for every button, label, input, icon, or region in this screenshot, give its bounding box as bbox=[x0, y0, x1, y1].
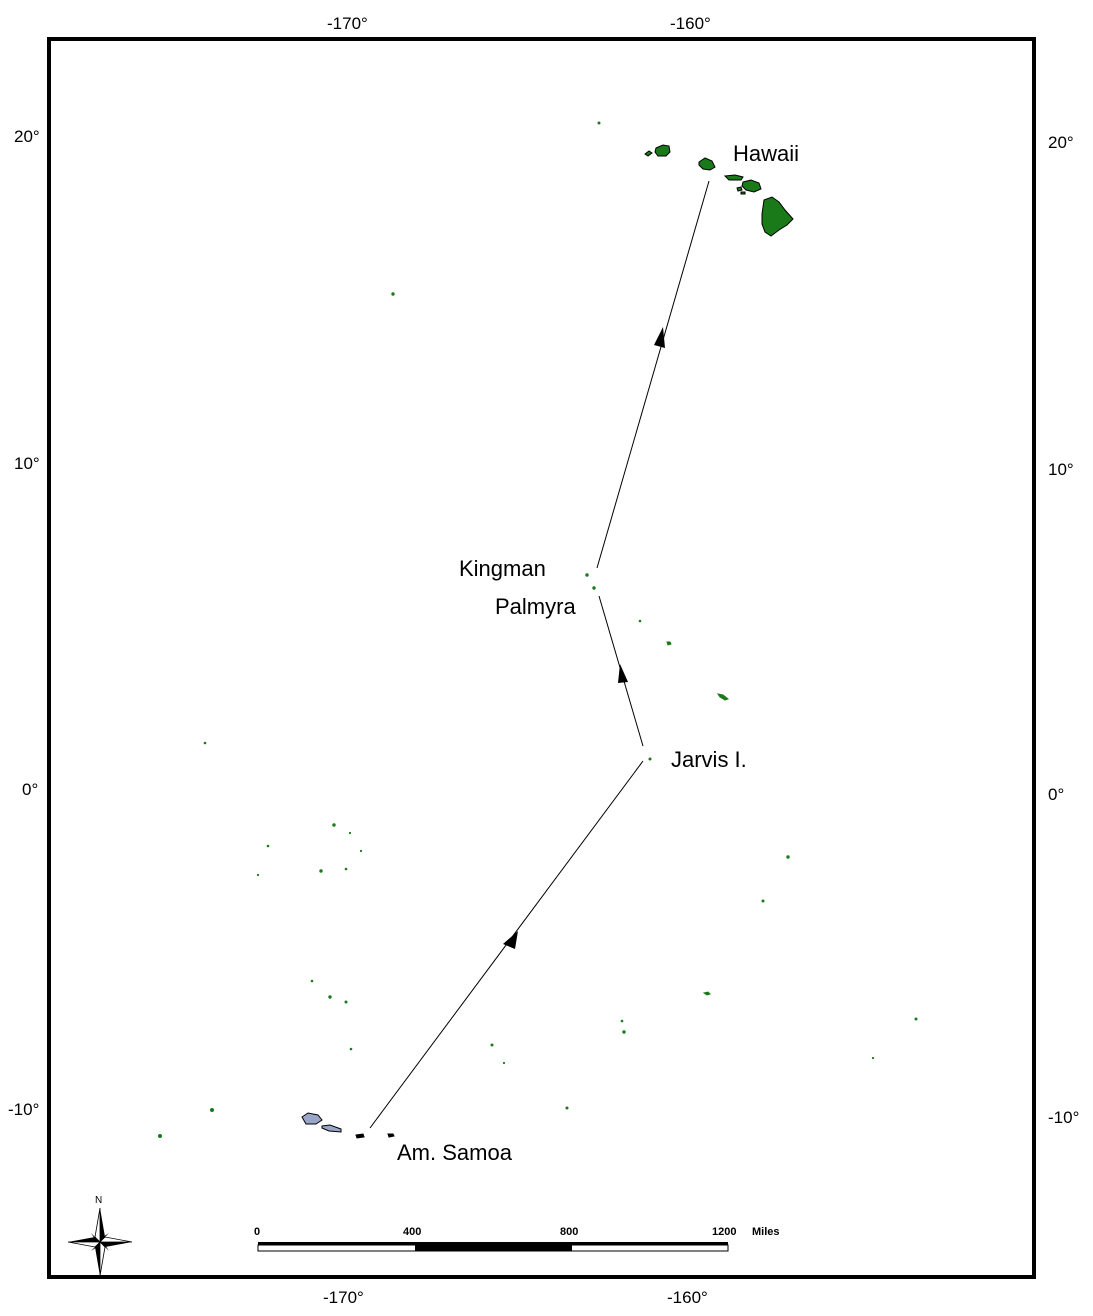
label-palmyra: Palmyra bbox=[495, 594, 576, 619]
lon-bottom-label-160: -160° bbox=[667, 1288, 708, 1307]
route-segment-palmyra-hawaii bbox=[596, 180, 710, 569]
lat-right-label-0: 0° bbox=[1048, 785, 1065, 804]
scale-unit-miles: Miles bbox=[752, 1226, 780, 1238]
lat-left-label-0: 0° bbox=[22, 780, 39, 799]
label-am-samoa: Am. Samoa bbox=[397, 1140, 512, 1165]
scale-label-1200: 1200 bbox=[712, 1226, 737, 1238]
label-hawaii: Hawaii bbox=[733, 141, 800, 166]
label-jarvis: Jarvis I. bbox=[671, 747, 747, 772]
lat-right-label-10: 10° bbox=[1048, 460, 1074, 479]
island-molokai bbox=[723, 174, 744, 181]
small-islands bbox=[158, 121, 918, 1138]
lat-right-label-20: 20° bbox=[1048, 133, 1074, 152]
lat-left-label-20: 20° bbox=[14, 127, 40, 146]
label-kingman: Kingman bbox=[459, 556, 546, 581]
lat-left-label-neg10: -10° bbox=[8, 1100, 40, 1119]
route-arrow-1 bbox=[503, 931, 518, 949]
route-arrows bbox=[503, 327, 665, 949]
island-savaii bbox=[301, 1112, 323, 1125]
island-maui bbox=[741, 179, 762, 193]
compass-north-label: N bbox=[95, 1195, 103, 1206]
island-oahu bbox=[698, 157, 716, 171]
scale-bar bbox=[257, 1242, 729, 1252]
lon-bottom-label-170: -170° bbox=[323, 1288, 364, 1307]
compass-rose bbox=[67, 1207, 133, 1277]
island-tutuila bbox=[355, 1133, 365, 1139]
samoa-islands bbox=[301, 1112, 395, 1139]
island-manua bbox=[387, 1133, 395, 1138]
scale-label-0: 0 bbox=[254, 1226, 261, 1238]
scale-bar-segment-2 bbox=[415, 1245, 572, 1251]
island-kauai bbox=[654, 144, 671, 157]
hawaiian-islands bbox=[644, 144, 794, 237]
island-lanai bbox=[736, 186, 743, 192]
lat-right-label-neg10: -10° bbox=[1048, 1108, 1080, 1127]
lon-top-label-170: -170° bbox=[327, 14, 368, 33]
lat-left-label-10: 10° bbox=[14, 454, 40, 473]
island-niihau bbox=[644, 150, 653, 157]
scale-bar-top-line bbox=[258, 1242, 728, 1245]
island-big-island bbox=[761, 196, 794, 237]
route-arrow-3 bbox=[654, 327, 665, 348]
island-kahoolawe bbox=[740, 191, 746, 195]
lon-top-label-160: -160° bbox=[670, 14, 711, 33]
route bbox=[369, 180, 710, 1129]
scale-label-400: 400 bbox=[403, 1226, 422, 1238]
scale-label-800: 800 bbox=[560, 1226, 579, 1238]
route-arrow-2 bbox=[618, 664, 628, 683]
map-frame bbox=[47, 37, 1036, 1279]
island-upolu bbox=[321, 1124, 342, 1133]
